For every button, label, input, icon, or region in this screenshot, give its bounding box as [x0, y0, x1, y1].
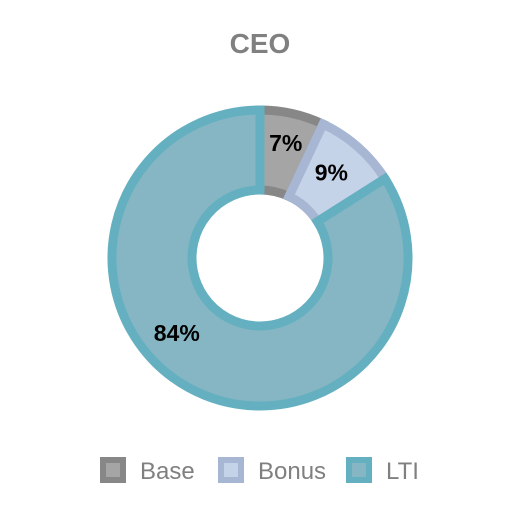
legend-swatch-bonus [218, 457, 244, 483]
slice-label-bonus: 9% [315, 159, 348, 185]
legend: Base Bonus LTI [100, 457, 419, 485]
donut-slices [107, 105, 413, 411]
slice-label-lti: 84% [154, 320, 200, 346]
legend-label-bonus: Bonus [258, 458, 326, 485]
legend-swatch-base [100, 457, 126, 483]
legend-label-lti: LTI [386, 458, 419, 485]
legend-swatch-lti [346, 457, 372, 483]
slice-lti [107, 105, 413, 411]
slice-label-base: 7% [269, 130, 302, 156]
chart-title: CEO [230, 28, 291, 59]
legend-label-base: Base [140, 458, 195, 485]
slice-labels: 7% 9% 84% [154, 130, 348, 346]
